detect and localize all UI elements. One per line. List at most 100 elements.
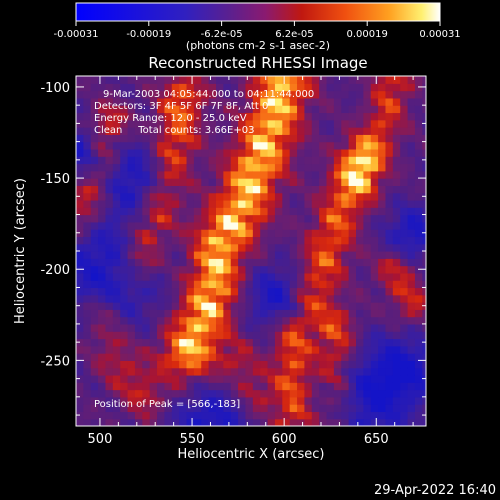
heatmap-cell <box>76 316 84 325</box>
heatmap-cell <box>149 294 158 303</box>
heatmap-cell <box>76 170 84 179</box>
heatmap-cell <box>193 302 202 310</box>
heatmap-cell <box>76 418 84 426</box>
heatmap-cell <box>282 207 291 216</box>
heatmap-cell <box>341 97 350 106</box>
heatmap-cell <box>98 338 107 347</box>
heatmap-cell <box>407 389 416 398</box>
heatmap-cell <box>319 338 328 347</box>
heatmap-cell <box>216 345 224 354</box>
heatmap-cell <box>274 265 283 274</box>
heatmap-cell <box>90 396 99 405</box>
heatmap-cell <box>356 302 364 310</box>
heatmap-cell <box>90 287 99 296</box>
heatmap-cell <box>134 229 143 238</box>
heatmap-cell <box>98 76 107 84</box>
heatmap-cell <box>356 367 364 376</box>
heatmap-cell <box>201 134 210 143</box>
heatmap-cell <box>112 374 121 383</box>
heatmap-cell <box>363 389 372 398</box>
heatmap-cell <box>260 105 269 114</box>
heatmap-cell <box>304 119 313 128</box>
heatmap-cell <box>230 134 239 143</box>
heatmap-cell <box>326 404 335 413</box>
heatmap-cell <box>414 119 423 128</box>
heatmap-cell <box>98 389 107 398</box>
heatmap-cell <box>319 294 328 303</box>
heatmap-cell <box>98 265 107 274</box>
heatmap-cell <box>120 272 129 281</box>
heatmap-cell <box>304 127 313 135</box>
heatmap-cell <box>98 119 107 128</box>
heatmap-cell <box>164 229 173 238</box>
heatmap-cell <box>90 360 99 369</box>
heatmap-cell <box>304 389 313 398</box>
heatmap-cell <box>319 396 328 405</box>
heatmap-cell <box>378 396 387 405</box>
heatmap-cell <box>297 76 306 84</box>
heatmap-cell <box>289 323 298 332</box>
heatmap-cell <box>171 236 180 245</box>
heatmap-cell <box>83 418 92 426</box>
heatmap-cell <box>370 156 379 165</box>
heatmap-cell <box>407 294 416 303</box>
heatmap-cell <box>193 418 202 426</box>
heatmap-cell <box>400 309 409 318</box>
heatmap-cell <box>105 156 114 165</box>
heatmap-cell <box>112 280 121 289</box>
heatmap-cell <box>208 396 217 405</box>
heatmap-cell <box>223 389 232 398</box>
heatmap-cell <box>90 76 99 84</box>
heatmap-cell <box>216 83 224 92</box>
heatmap-cell <box>112 345 121 354</box>
heatmap-cell <box>127 148 136 157</box>
heatmap-cell <box>326 148 335 157</box>
heatmap-cell <box>407 214 416 223</box>
heatmap-cell <box>83 404 92 413</box>
heatmap-cell <box>76 353 84 361</box>
heatmap-cell <box>142 302 151 310</box>
heatmap-cell <box>186 119 195 128</box>
heatmap-cell <box>414 207 423 216</box>
heatmap-cell <box>311 83 320 92</box>
heatmap-cell <box>274 382 283 391</box>
heatmap-cell <box>112 112 121 121</box>
heatmap-cell <box>304 236 313 245</box>
heatmap-cell <box>267 76 276 84</box>
heatmap-cell <box>142 309 151 318</box>
heatmap-cell <box>223 382 232 391</box>
heatmap-cell <box>171 280 180 289</box>
heatmap-cell <box>216 396 224 405</box>
heatmap-cell <box>223 258 232 267</box>
heatmap-cell <box>98 316 107 325</box>
heatmap-cell <box>120 192 129 201</box>
heatmap-cell <box>179 382 188 391</box>
heatmap-cell <box>400 265 409 274</box>
heatmap-cell <box>201 148 210 157</box>
heatmap-cell <box>252 134 261 143</box>
heatmap-cell <box>319 309 328 318</box>
heatmap-cell <box>400 345 409 354</box>
heatmap-cell <box>341 192 350 201</box>
heatmap-cell <box>157 331 166 340</box>
heatmap-cell <box>356 199 364 208</box>
heatmap-cell <box>407 302 416 310</box>
heatmap-cell <box>252 148 261 157</box>
heatmap-cell <box>230 163 239 172</box>
heatmap-cell <box>252 323 261 332</box>
x-tick-label: 600 <box>272 432 297 447</box>
heatmap-cell <box>363 221 372 230</box>
heatmap-cell <box>164 280 173 289</box>
heatmap-cell <box>112 272 121 281</box>
heatmap-cell <box>274 411 283 420</box>
heatmap-cell <box>407 156 416 165</box>
heatmap-cell <box>76 251 84 259</box>
heatmap-cell <box>311 345 320 354</box>
heatmap-cell <box>134 396 143 405</box>
heatmap-cell <box>83 367 92 376</box>
heatmap-cell <box>252 280 261 289</box>
detectors-annotation: Detectors: 3F 4F 5F 6F 7F 8F, Att 0 <box>94 101 268 112</box>
heatmap-cell <box>157 156 166 165</box>
heatmap-cell <box>260 141 269 150</box>
heatmap-cell <box>378 221 387 230</box>
